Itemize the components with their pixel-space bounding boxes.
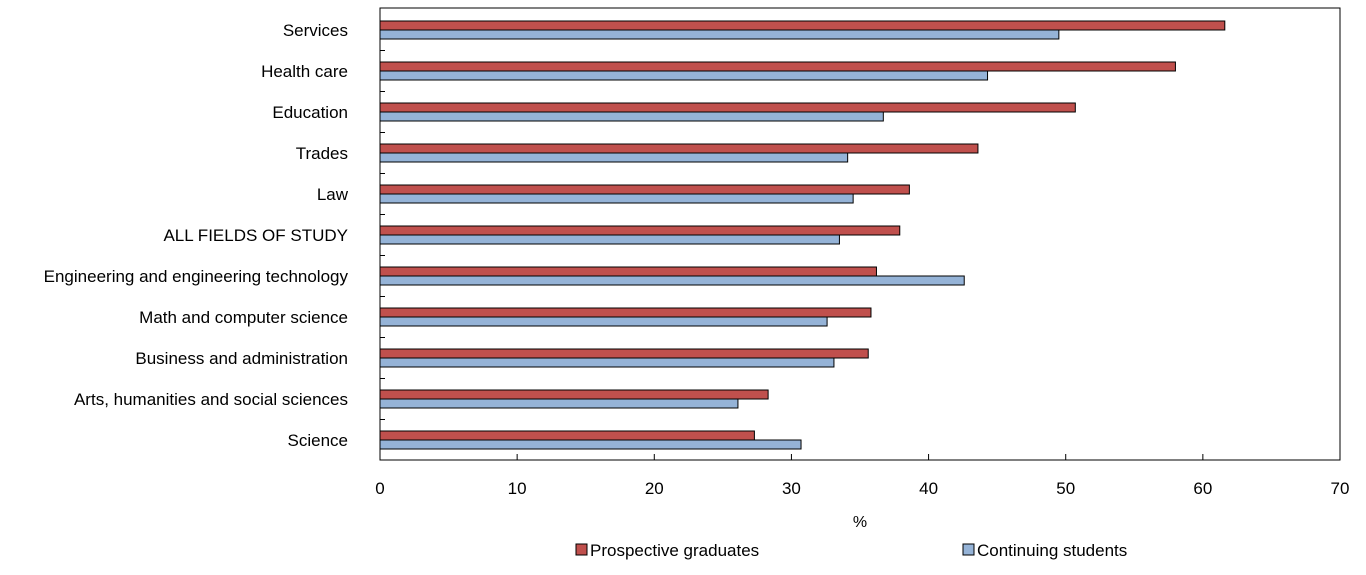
bar-prospective-graduates bbox=[379, 430, 755, 441]
bar-prospective-graduates bbox=[379, 348, 869, 359]
category-label: ALL FIELDS OF STUDY bbox=[163, 226, 348, 245]
x-axis-title: % bbox=[853, 514, 867, 531]
bar-prospective-graduates bbox=[379, 225, 901, 236]
bar-continuing-students bbox=[379, 152, 849, 163]
bar-continuing-students bbox=[379, 275, 965, 286]
legend-label: Prospective graduates bbox=[590, 541, 759, 560]
bar-prospective-graduates bbox=[379, 143, 979, 154]
bar-continuing-students bbox=[379, 316, 828, 327]
x-tick-label: 40 bbox=[919, 479, 938, 498]
category-label: Education bbox=[272, 103, 348, 122]
x-tick-label: 20 bbox=[645, 479, 664, 498]
category-labels: Services Health care Education Trades Law ALL… bbox=[44, 21, 349, 450]
bar-prospective-graduates bbox=[379, 184, 910, 195]
x-axis-ticks: 0 10 20 30 40 50 60 70 bbox=[375, 50, 1350, 498]
bar-continuing-students bbox=[379, 439, 802, 450]
bar-continuing-students bbox=[379, 111, 884, 122]
bar-prospective-graduates bbox=[379, 307, 872, 318]
bar-continuing-students bbox=[379, 234, 840, 245]
x-tick-label: 70 bbox=[1331, 479, 1350, 498]
bar-continuing-students bbox=[379, 357, 835, 368]
category-label: Arts, humanities and social sciences bbox=[74, 390, 348, 409]
x-tick-label: 10 bbox=[508, 479, 527, 498]
x-tick-label: 60 bbox=[1193, 479, 1212, 498]
category-label: Math and computer science bbox=[139, 308, 348, 327]
legend-swatch bbox=[575, 543, 588, 556]
bar-prospective-graduates bbox=[379, 20, 1226, 31]
category-label: Science bbox=[288, 431, 348, 450]
x-tick-label: 0 bbox=[375, 479, 384, 498]
x-tick-label: 50 bbox=[1056, 479, 1075, 498]
bar-prospective-graduates bbox=[379, 389, 769, 400]
category-label: Engineering and engineering technology bbox=[44, 267, 349, 286]
category-label: Services bbox=[283, 21, 348, 40]
bar-continuing-students bbox=[379, 70, 989, 81]
category-label: Trades bbox=[296, 144, 348, 163]
x-tick-label: 30 bbox=[782, 479, 801, 498]
bar-continuing-students bbox=[379, 29, 1060, 40]
bar-prospective-graduates bbox=[379, 266, 877, 277]
bar-continuing-students bbox=[379, 398, 739, 409]
bars-layer bbox=[379, 20, 1226, 450]
bar-prospective-graduates bbox=[379, 61, 1176, 72]
legend: Prospective graduates Continuing students bbox=[575, 541, 1127, 560]
bar-continuing-students bbox=[379, 193, 854, 204]
bar-prospective-graduates bbox=[379, 102, 1076, 113]
category-label: Law bbox=[317, 185, 349, 204]
category-label: Business and administration bbox=[135, 349, 348, 368]
legend-label: Continuing students bbox=[977, 541, 1127, 560]
category-label: Health care bbox=[261, 62, 348, 81]
legend-swatch bbox=[962, 543, 975, 556]
